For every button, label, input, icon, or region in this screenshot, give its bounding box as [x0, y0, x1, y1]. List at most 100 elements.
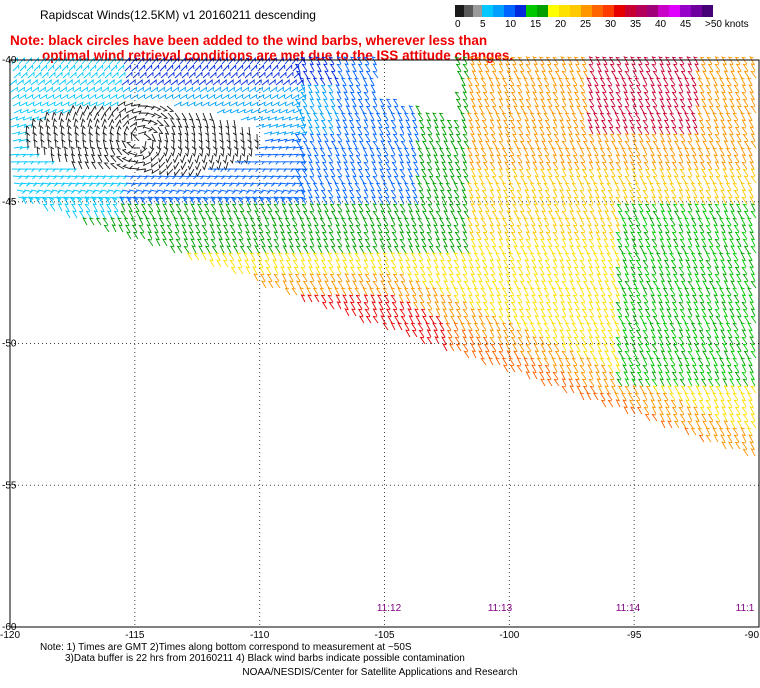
wind-barb — [679, 273, 686, 282]
wind-barb — [606, 252, 613, 261]
wind-barb — [393, 245, 400, 254]
wind-barb — [691, 259, 698, 268]
wind-barb — [231, 238, 238, 247]
wind-barb — [169, 245, 176, 254]
wind-barb — [551, 182, 557, 191]
wind-barb — [198, 210, 204, 219]
wind-barb — [671, 266, 678, 275]
wind-barb — [312, 217, 319, 226]
wind-barb — [50, 146, 55, 156]
wind-barb — [496, 259, 502, 268]
wind-barb — [445, 252, 452, 261]
wind-barb — [747, 427, 753, 436]
wind-barb — [363, 84, 369, 93]
wind-barb — [334, 77, 340, 86]
legend-swatch — [625, 5, 636, 17]
wind-barb — [90, 161, 97, 170]
wind-barb — [567, 126, 573, 135]
wind-barb — [466, 147, 473, 156]
wind-barb — [336, 273, 343, 282]
wind-barb — [531, 224, 537, 233]
wind-barb — [589, 210, 596, 219]
wind-barb — [471, 280, 477, 289]
wind-barb — [233, 79, 241, 86]
wind-barb — [201, 224, 208, 233]
wind-barb — [410, 252, 417, 261]
wind-barb — [723, 210, 729, 219]
wind-barb — [46, 93, 55, 100]
wind-barb — [567, 371, 573, 380]
wind-barb — [568, 133, 574, 142]
wind-barb — [372, 210, 379, 219]
wind-barb — [177, 147, 183, 157]
wind-barb — [659, 63, 665, 72]
wind-barb — [229, 224, 236, 233]
wind-barb — [445, 322, 452, 331]
wind-barb — [277, 93, 286, 100]
wind-barb — [714, 406, 720, 415]
wind-barb — [235, 168, 246, 173]
wind-barb — [309, 70, 316, 79]
wind-barb — [733, 154, 740, 163]
wind-barb — [660, 70, 666, 79]
wind-barb — [747, 77, 753, 86]
wind-barb — [708, 350, 715, 359]
wind-barb — [697, 357, 704, 366]
wind-barb — [453, 294, 460, 303]
wind-barb — [261, 79, 269, 86]
wind-barb — [546, 63, 553, 72]
wind-barb — [242, 56, 250, 65]
wind-barb — [740, 427, 746, 436]
wind-barb — [336, 56, 342, 65]
wind-barb — [185, 147, 190, 157]
wind-barb — [516, 322, 522, 331]
wind-barb — [628, 294, 635, 303]
wind-barb — [622, 329, 628, 338]
wind-barb — [68, 101, 77, 107]
wind-barb — [448, 168, 455, 177]
wind-barb — [750, 210, 757, 219]
wind-barb — [418, 154, 425, 163]
wind-barb — [447, 231, 454, 240]
wind-barb — [95, 93, 104, 100]
wind-barb — [468, 294, 474, 303]
wind-barb — [729, 63, 735, 72]
wind-barb — [145, 217, 151, 226]
wind-barb — [116, 93, 125, 100]
wind-barb — [300, 91, 307, 100]
wind-barb — [453, 322, 459, 331]
wind-barb — [337, 70, 344, 79]
wind-barb — [277, 56, 285, 65]
wind-barb — [628, 259, 635, 268]
wind-barb — [32, 124, 37, 135]
wind-barb — [470, 168, 476, 177]
wind-barb — [526, 280, 533, 289]
wind-barb — [579, 112, 585, 121]
wind-barb — [615, 371, 622, 380]
wind-barb — [47, 139, 52, 149]
wind-barb — [568, 63, 574, 72]
wind-barb — [371, 91, 377, 100]
wind-barb — [158, 154, 165, 163]
wind-barb — [553, 308, 560, 317]
wind-barb — [187, 64, 195, 72]
wind-barb — [545, 56, 552, 65]
wind-barb — [532, 266, 538, 275]
wind-barb — [256, 93, 265, 100]
wind-barb — [686, 196, 692, 205]
wind-barb — [306, 147, 312, 156]
wind-barb — [441, 301, 447, 310]
wind-barb — [526, 175, 533, 184]
wind-barb — [586, 217, 592, 226]
wind-barb — [723, 350, 729, 359]
wind-barb — [734, 371, 741, 380]
wind-barb — [269, 86, 278, 93]
wind-barb — [101, 86, 110, 93]
wind-barb — [68, 139, 73, 149]
wind-barb — [642, 294, 649, 303]
wind-barb — [541, 315, 547, 324]
wind-barb — [517, 56, 524, 65]
wind-barb — [102, 217, 109, 226]
wind-barb — [216, 161, 222, 171]
legend-label: 5 — [480, 19, 486, 30]
